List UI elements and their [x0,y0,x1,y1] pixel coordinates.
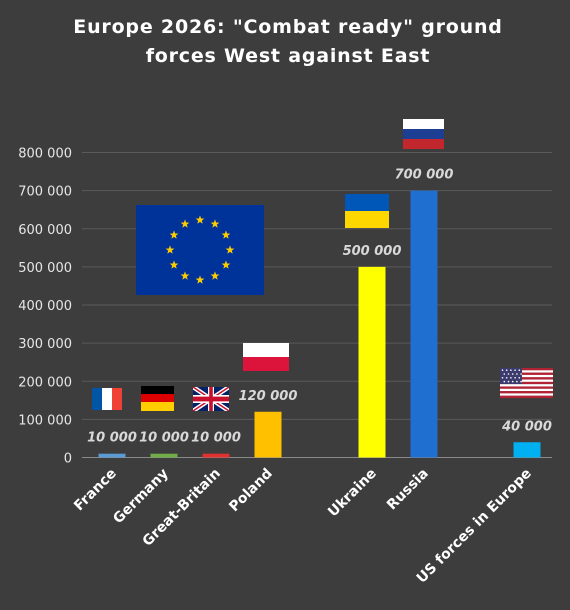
data-label: 120 000 [239,389,298,404]
chart-title-line-1: Europe 2026: "Combat ready" ground [73,16,502,38]
y-tick-label: 700 000 [18,185,72,200]
germany-flag-icon [141,386,174,411]
x-tick-label: US forces in Europe [414,466,535,587]
uk-flag-icon [193,387,229,411]
bars [98,190,541,458]
data-label: 10 000 [87,431,137,446]
data-label: 10 000 [191,431,241,446]
bar [254,411,282,458]
russia-flag-icon [403,119,444,149]
data-label: 10 000 [139,431,189,446]
y-tick-label: 200 000 [18,375,72,390]
eu-flag-icon [136,205,264,295]
y-axis-ticks: 0 100 000 200 000 300 000 400 000 500 000 600 … [18,147,72,467]
bar [358,266,386,458]
data-label: 40 000 [501,419,552,434]
france-flag-icon [92,388,122,410]
data-label: 500 000 [343,244,402,259]
poland-flag-icon [243,343,289,371]
ukraine-flag-icon [345,194,389,228]
bar [410,190,438,458]
x-tick-label: Russia [384,466,432,514]
usa-flag-icon [500,368,553,399]
y-tick-label: 100 000 [18,413,72,428]
bar [202,453,230,458]
x-tick-label: France [71,466,120,515]
y-tick-label: 300 000 [18,337,72,352]
bar [98,453,126,458]
y-tick-label: 0 [64,452,72,467]
chart-title-line-2: forces West against East [146,45,431,67]
bar [513,442,541,458]
bar [150,453,178,458]
x-tick-label: Poland [226,466,276,516]
data-label: 700 000 [395,168,454,183]
y-tick-label: 500 000 [18,261,72,276]
y-tick-label: 400 000 [18,299,72,314]
y-tick-label: 600 000 [18,223,72,238]
y-tick-label: 800 000 [18,147,72,162]
x-tick-label: Ukraine [325,466,380,521]
